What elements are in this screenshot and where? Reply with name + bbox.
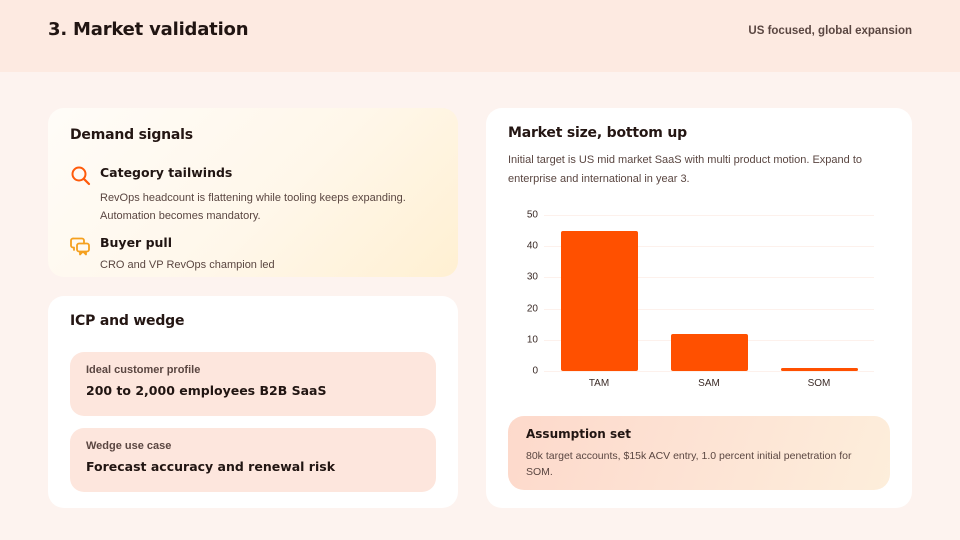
y-axis-tick: 30 [526, 271, 538, 283]
bar-tam [560, 230, 638, 371]
x-axis-label: SOM [807, 378, 831, 389]
pill-label: Wedge use case [86, 440, 172, 452]
y-axis-tick: 10 [526, 334, 538, 346]
signal-title: Buyer pull [100, 235, 172, 250]
bar-sam [670, 333, 748, 371]
demand-signals-card: Demand signals Category tailwinds RevOps… [48, 108, 458, 277]
x-axis-label: SAM [698, 378, 720, 389]
icp-pill: Ideal customer profile 200 to 2,000 empl… [70, 352, 436, 416]
assumption-title: Assumption set [526, 427, 632, 441]
signal-body: CRO and VP RevOps champion led [100, 259, 275, 271]
signal-body: RevOps headcount is flattening while too… [100, 192, 406, 222]
bar-som [780, 367, 858, 371]
grid-line [544, 371, 874, 372]
pill-label: Ideal customer profile [86, 364, 201, 376]
y-axis-tick: 40 [526, 240, 538, 252]
assumption-body: 80k target accounts, $15k ACV entry, 1.0… [526, 450, 852, 478]
slide-header: 3. Market validation US focused, global … [0, 0, 960, 72]
signal-title: Category tailwinds [100, 165, 233, 180]
market-size-card: Market size, bottom up Initial target is… [486, 108, 912, 508]
y-axis-tick: 20 [526, 303, 538, 315]
card-title: ICP and wedge [70, 313, 185, 329]
pill-value: 200 to 2,000 employees B2B SaaS [86, 383, 327, 398]
assumption-box: Assumption set 80k target accounts, $15k… [508, 416, 890, 490]
y-axis-tick: 50 [526, 209, 538, 221]
card-title: Demand signals [70, 127, 193, 143]
search-icon [70, 165, 92, 187]
pill-value: Forecast accuracy and renewal risk [86, 459, 336, 474]
market-bar-chart: 0 10 20 30 40 50 TAM SAM SOM [508, 208, 878, 398]
x-axis-label: TAM [588, 378, 610, 389]
page-title: 3. Market validation [48, 19, 249, 40]
icp-wedge-card: ICP and wedge Ideal customer profile 200… [48, 296, 458, 508]
chat-bubbles-icon [70, 235, 92, 257]
page-subtitle: US focused, global expansion [748, 25, 912, 37]
y-axis-tick: 0 [532, 365, 538, 377]
market-description: Initial target is US mid market SaaS wit… [508, 154, 862, 185]
grid-line [544, 308, 874, 310]
grid-line [544, 277, 874, 279]
grid-line [544, 215, 874, 216]
grid-line [544, 246, 874, 248]
card-title: Market size, bottom up [508, 125, 687, 141]
wedge-pill: Wedge use case Forecast accuracy and ren… [70, 428, 436, 492]
